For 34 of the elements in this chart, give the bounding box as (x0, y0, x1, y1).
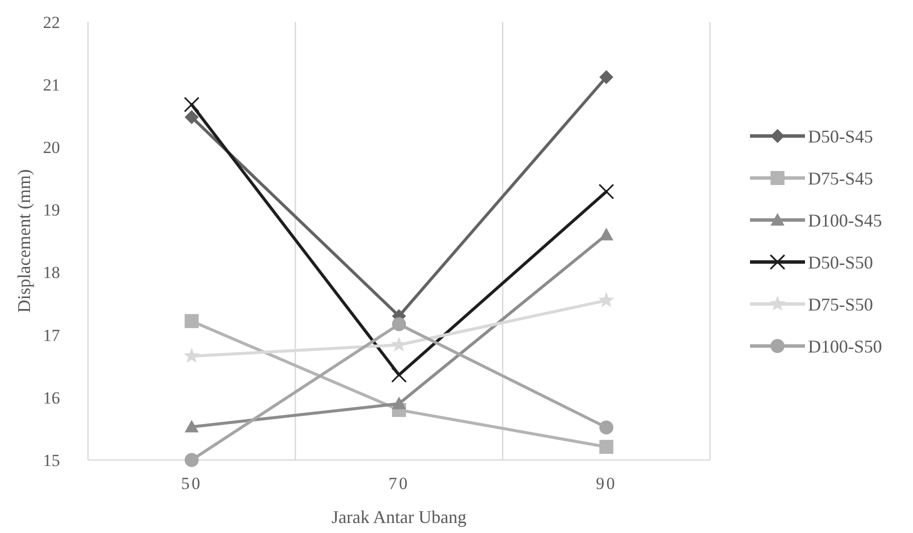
y-tick-label: 22 (43, 12, 60, 32)
point (184, 314, 199, 328)
y-tick-label: 17 (43, 326, 60, 345)
point (184, 348, 200, 363)
x-tick-label: 70 (388, 474, 410, 493)
y-tick-label: 19 (43, 200, 60, 220)
legend-label: D50-S50 (808, 252, 874, 272)
legend-label: D75-S50 (808, 294, 874, 314)
y-tick-label: 16 (43, 388, 60, 408)
y-tick-label: 18 (43, 263, 60, 282)
point (392, 317, 406, 332)
point (599, 420, 614, 434)
point (598, 184, 614, 200)
legend-label: D100-S45 (808, 210, 882, 230)
point (391, 367, 407, 383)
x-tick-label: 90 (596, 474, 617, 493)
x-axis-title: Jarak Antar Ubang (332, 507, 466, 527)
x-tick-label: 50 (181, 474, 202, 493)
y-tick-label: 21 (43, 76, 60, 95)
legend-label: D75-S45 (808, 168, 874, 188)
legend-label: D50-S45 (808, 126, 874, 146)
point (392, 396, 406, 410)
point (599, 440, 614, 454)
y-tick-label: 20 (43, 138, 60, 158)
point (598, 292, 614, 308)
point (184, 420, 199, 432)
point (184, 110, 199, 124)
point (184, 96, 200, 112)
point (599, 70, 614, 84)
y-axis-title: Displacement (mm) (14, 169, 34, 313)
y-tick-label: 15 (43, 450, 60, 470)
point (599, 228, 614, 240)
legend-label: D100-S50 (808, 336, 882, 356)
point (184, 453, 199, 467)
